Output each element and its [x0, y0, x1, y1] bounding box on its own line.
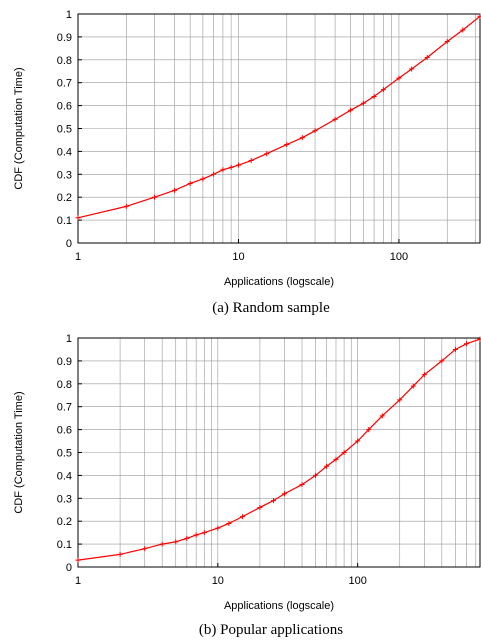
data-point: [452, 346, 458, 352]
data-point: [396, 75, 402, 81]
data-point: [463, 341, 469, 347]
data-point: [348, 107, 354, 113]
data-point: [421, 372, 427, 378]
x-tick-label: 10: [232, 251, 244, 263]
data-point: [341, 450, 347, 455]
y-tick-label: 0.1: [57, 539, 72, 551]
y-tick-label: 0.1: [57, 215, 72, 227]
data-point: [366, 427, 372, 433]
y-tick-label: 0.9: [57, 32, 72, 44]
data-point: [248, 158, 254, 164]
data-point: [299, 482, 305, 488]
y-tick-label: 0.4: [57, 146, 72, 158]
x-tick-label: 100: [348, 575, 366, 587]
y-tick-label: 0.3: [57, 169, 72, 181]
y-tick-label: 0.5: [57, 124, 72, 136]
data-point: [397, 397, 403, 403]
y-tick-label: 0.7: [57, 402, 72, 414]
data-point: [184, 535, 190, 541]
data-point: [282, 491, 288, 497]
data-point: [324, 463, 330, 469]
y-tick-label: 0.4: [57, 470, 72, 482]
y-tick-label: 0.6: [57, 101, 72, 113]
data-point: [439, 358, 445, 364]
data-point: [152, 194, 158, 200]
data-point: [201, 530, 207, 536]
data-point: [257, 504, 263, 510]
data-point: [409, 66, 415, 72]
grid: [77, 13, 480, 244]
data-point: [235, 162, 241, 168]
x-axis-label: Applications (logscale): [224, 600, 334, 612]
y-tick-label: 0.2: [57, 192, 72, 204]
y-tick-label: 0: [66, 562, 72, 574]
x-tick-label: 1: [75, 575, 81, 587]
data-point: [355, 438, 361, 444]
data-point: [477, 13, 481, 19]
data-point: [173, 539, 179, 545]
data-point: [371, 93, 377, 99]
data-point: [226, 520, 232, 526]
data-point: [379, 413, 385, 419]
data-point: [159, 541, 165, 547]
data-point: [360, 100, 366, 106]
y-tick-label: 0.7: [57, 78, 72, 90]
y-tick-label: 0.8: [57, 379, 72, 391]
x-tick-label: 100: [390, 251, 408, 263]
chart-random-sample: 0 0.1 0.2 0.3 0.4 0.5 0.6 0.7 0.8 0.9 1 1 10 100 Appli…: [13, 9, 481, 316]
data-point: [424, 55, 430, 61]
data-point: [142, 546, 148, 552]
x-axis-label: Applications (logscale): [224, 276, 334, 288]
data-point: [477, 336, 481, 342]
x-tick-label: 10: [212, 575, 224, 587]
data-point: [264, 151, 270, 157]
data-point: [460, 27, 466, 33]
series-line: [77, 15, 481, 219]
data-point: [270, 498, 276, 504]
y-tick-label: 0: [66, 238, 72, 250]
y-axis-label: CDF (Computation Time): [13, 391, 25, 513]
figure-caption: (a) Random sample: [212, 300, 330, 316]
data-point: [380, 87, 386, 93]
data-point: [312, 128, 318, 134]
data-point: [333, 456, 339, 462]
y-tick-label: 1: [66, 333, 72, 345]
grid: [77, 337, 480, 568]
data-point: [75, 557, 81, 563]
data-point: [444, 38, 450, 44]
data-point: [239, 514, 245, 520]
figure-caption: (b) Popular applications: [199, 622, 343, 638]
data-point: [410, 383, 416, 389]
series-line: [77, 338, 481, 561]
y-tick-label: 0.2: [57, 516, 72, 528]
data-point: [215, 525, 221, 531]
data-point: [172, 187, 178, 193]
y-tick-label: 0.8: [57, 55, 72, 67]
data-point: [193, 532, 199, 538]
data-point: [220, 167, 226, 173]
data-point: [284, 142, 290, 148]
y-tick-label: 0.9: [57, 356, 72, 368]
y-tick-label: 0.3: [57, 493, 72, 505]
data-point: [200, 176, 206, 182]
data-point: [211, 171, 217, 177]
chart-popular-applications: 0 0.1 0.2 0.3 0.4 0.5 0.6 0.7 0.8 0.9 1 1 10 100 Appli…: [13, 333, 481, 638]
data-point: [75, 215, 81, 221]
data-point: [117, 551, 123, 557]
y-tick-label: 1: [66, 9, 72, 21]
y-tick-label: 0.5: [57, 448, 72, 460]
data-point: [313, 472, 319, 478]
data-point: [332, 116, 338, 122]
y-axis-label: CDF (Computation Time): [13, 67, 25, 189]
data-point: [187, 180, 193, 186]
data-point: [299, 135, 305, 141]
x-tick-label: 1: [75, 251, 81, 263]
data-point: [123, 203, 129, 209]
y-tick-label: 0.6: [57, 425, 72, 437]
data-point: [228, 164, 234, 170]
